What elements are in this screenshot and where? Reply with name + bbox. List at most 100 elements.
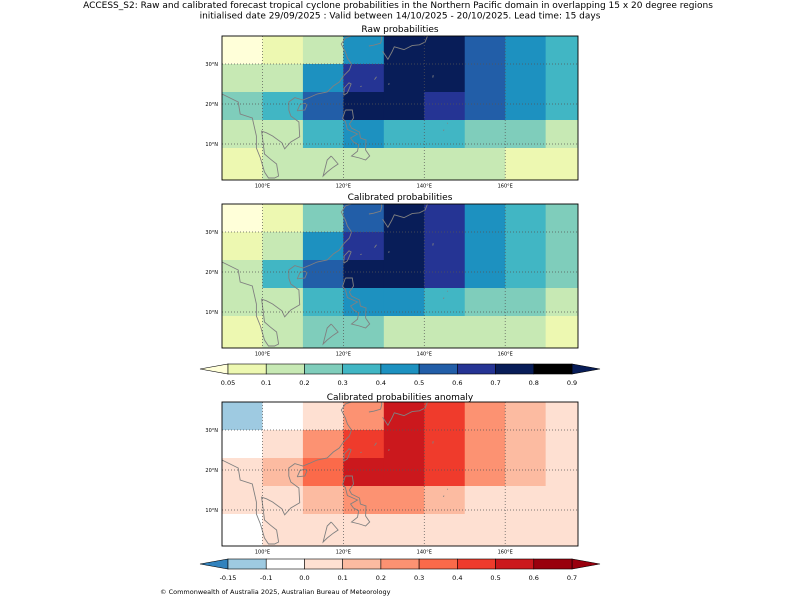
heatmap-cell bbox=[383, 288, 425, 317]
heatmap-cell bbox=[464, 260, 506, 289]
colorbar-tick-label: 0.3 bbox=[414, 574, 424, 582]
colorbar-segment bbox=[418, 363, 458, 375]
panel-calibrated-probabilities: Calibrated probabilities 100°E 120°E 140°E 1… bbox=[205, 193, 579, 358]
heatmap-cell bbox=[343, 514, 385, 546]
colorbar-segment bbox=[227, 363, 267, 375]
heatmap-cell bbox=[424, 204, 466, 233]
heatmap-cell bbox=[262, 402, 304, 431]
heatmap-cell bbox=[383, 232, 425, 261]
heatmap-cell bbox=[505, 514, 547, 546]
lon-tick-label: 100°E bbox=[255, 184, 270, 190]
coastline bbox=[442, 129, 445, 132]
lat-tick-label: 30°N bbox=[205, 62, 218, 68]
lat-tick-label: 30°N bbox=[205, 230, 218, 236]
map-frame bbox=[221, 203, 579, 349]
heatmap-cell bbox=[383, 316, 425, 348]
heatmap-cell bbox=[302, 92, 344, 121]
colorbar-segment bbox=[495, 363, 535, 375]
colorbar-segment bbox=[304, 558, 343, 570]
heatmap-cell bbox=[383, 120, 425, 149]
colorbar-tick-label: 0.1 bbox=[337, 574, 347, 582]
heatmap-cell bbox=[383, 204, 425, 233]
coastline bbox=[296, 468, 308, 478]
heatmap-cell bbox=[343, 260, 385, 289]
heatmap-cell bbox=[505, 458, 547, 487]
colorbar-tick-label: 0.7 bbox=[490, 379, 500, 387]
heatmap-cell bbox=[424, 260, 466, 289]
heatmap-cell bbox=[545, 204, 578, 233]
heatmap-cell bbox=[383, 260, 425, 289]
colorbar-segment bbox=[342, 558, 382, 570]
coastline bbox=[342, 475, 371, 527]
coastline bbox=[360, 253, 362, 256]
lat-tick-label: 10°N bbox=[205, 142, 218, 148]
coastline bbox=[374, 442, 377, 446]
heatmap-cell bbox=[302, 458, 344, 487]
colorbar-tick-label: 0.3 bbox=[337, 379, 347, 387]
colorbar-segment bbox=[380, 363, 420, 375]
heatmap-cell bbox=[464, 120, 506, 149]
heatmap-cell bbox=[424, 92, 466, 121]
heatmap-cell bbox=[343, 458, 385, 487]
heatmap-cell bbox=[222, 36, 263, 65]
heatmap-cell bbox=[545, 36, 578, 65]
colorbar-tick-label: 0.0 bbox=[299, 574, 309, 582]
heatmap-cell bbox=[424, 402, 466, 431]
heatmap-cell bbox=[383, 430, 425, 459]
colorbar-tick-label: 0.1 bbox=[261, 379, 271, 387]
heatmap-cell bbox=[464, 316, 506, 348]
colorbar-tick-label: 0.7 bbox=[567, 574, 577, 582]
colorbar-tick-label: 0.9 bbox=[567, 379, 577, 387]
heatmap-cell bbox=[343, 402, 385, 431]
heatmap-cell bbox=[505, 36, 547, 65]
colorbar-segment bbox=[304, 363, 343, 375]
heatmap-cell bbox=[464, 204, 506, 233]
heatmap-cell bbox=[545, 430, 578, 459]
lat-tick-label: 30°N bbox=[205, 428, 218, 434]
heatmap-cell bbox=[464, 64, 506, 93]
heatmap-cell bbox=[262, 64, 304, 93]
lon-tick-label: 120°E bbox=[336, 352, 351, 358]
coastline bbox=[360, 85, 362, 88]
coastline bbox=[322, 323, 339, 346]
heatmap-cell bbox=[302, 260, 344, 289]
coastline bbox=[222, 36, 352, 179]
heatmap-cell bbox=[505, 430, 547, 459]
heatmap-cell bbox=[222, 402, 263, 431]
lon-tick-label: 120°E bbox=[336, 184, 351, 190]
colorbar-segment bbox=[533, 363, 573, 375]
figure-title-line1: ACCESS_S2: Raw and calibrated forecast t… bbox=[83, 1, 713, 11]
heatmap-cell bbox=[262, 232, 304, 261]
heatmap-cell bbox=[222, 430, 263, 459]
heatmap-cell bbox=[383, 458, 425, 487]
panel-title: Calibrated probabilities anomaly bbox=[327, 393, 474, 403]
lon-tick-label: 120°E bbox=[336, 550, 351, 556]
colorbar-segment bbox=[342, 363, 382, 375]
coastline bbox=[296, 270, 308, 280]
heatmap-cell bbox=[505, 204, 547, 233]
lat-tick-label: 20°N bbox=[205, 270, 218, 276]
heatmap-cell bbox=[262, 92, 304, 121]
coastline bbox=[368, 204, 383, 215]
heatmap-cell bbox=[262, 316, 304, 348]
heatmap-cell bbox=[464, 288, 506, 317]
heatmap-cell bbox=[302, 430, 344, 459]
coastline bbox=[343, 250, 352, 264]
lat-tick-label: 20°N bbox=[205, 102, 218, 108]
coastline bbox=[296, 102, 308, 112]
colorbar-segment bbox=[418, 558, 458, 570]
coastline bbox=[442, 495, 445, 498]
heatmap-cell bbox=[302, 36, 344, 65]
colorbar-tick-label: 0.5 bbox=[490, 574, 500, 582]
colorbar-extend-max bbox=[571, 558, 601, 570]
colorbar-tick-label: 0.5 bbox=[414, 379, 424, 387]
colorbar-segment bbox=[457, 363, 496, 375]
heatmap-cell bbox=[343, 204, 385, 233]
coastline bbox=[374, 76, 377, 80]
heatmap-cell bbox=[424, 36, 466, 65]
panel-title: Calibrated probabilities bbox=[348, 193, 453, 203]
heatmap-cell bbox=[262, 430, 304, 459]
colorbar-extend-max bbox=[571, 363, 601, 375]
heatmap-cell bbox=[262, 36, 304, 65]
colorbar-segment bbox=[495, 558, 535, 570]
